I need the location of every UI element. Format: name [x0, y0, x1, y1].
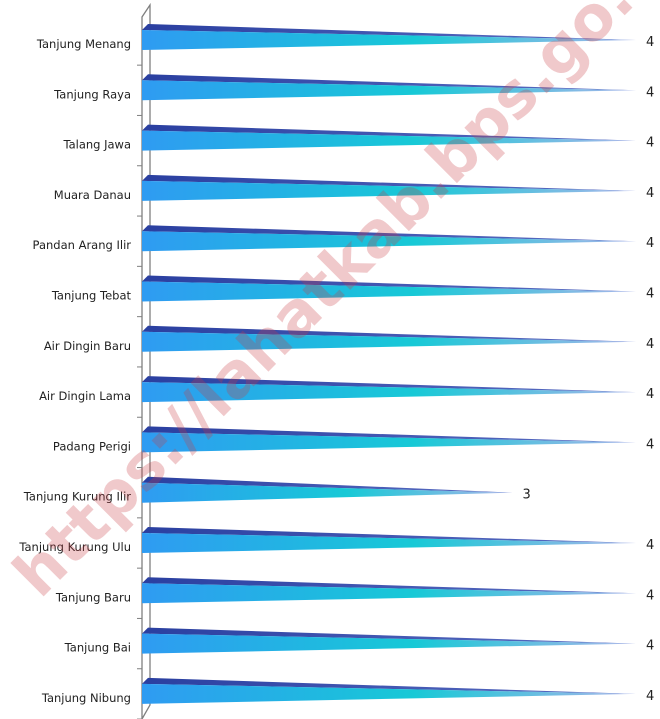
- bars: [142, 24, 636, 704]
- bar-top-face: [142, 325, 636, 342]
- data-label: 4: [646, 337, 654, 352]
- bar-top-face: [142, 376, 636, 393]
- category-label: Air Dingin Lama: [39, 389, 131, 403]
- data-label: 4: [646, 437, 654, 452]
- bar-top-face: [142, 426, 636, 443]
- category-label: Tanjung Raya: [53, 87, 131, 101]
- data-label: 4: [646, 639, 654, 654]
- bar-top-face: [142, 124, 636, 141]
- bar-top-face: [142, 627, 636, 644]
- data-label: 4: [646, 538, 654, 553]
- bar: [142, 382, 636, 403]
- bar: [142, 432, 636, 453]
- category-label: Talang Jawa: [62, 138, 131, 152]
- bar: [142, 30, 636, 50]
- data-label: 4: [646, 236, 654, 251]
- bar: [142, 80, 636, 101]
- bar-top-face: [142, 174, 636, 191]
- category-label: Padang Perigi: [53, 439, 131, 453]
- category-label: Air Dingin Baru: [44, 339, 131, 353]
- category-label: Tanjung Kurung Ilir: [23, 490, 131, 504]
- category-label: Pandan Arang Ilir: [33, 238, 132, 252]
- category-label: Tanjung Baru: [55, 590, 131, 604]
- data-label: 4: [646, 85, 654, 100]
- value-labels: 4 4 4 4 4 4 4 4 4 3 4 4 4 4: [523, 35, 655, 704]
- category-label: Tanjung Menang: [36, 37, 131, 51]
- bar-top-face: [142, 74, 636, 91]
- bar-top-face: [142, 275, 636, 292]
- y-axis: [137, 2, 151, 719]
- category-label: Tanjung Tebat: [51, 289, 132, 303]
- bar: [142, 533, 636, 553]
- bar-top-face: [142, 225, 636, 242]
- data-label: 4: [646, 287, 654, 302]
- data-label: 4: [646, 588, 654, 603]
- bar: [142, 633, 636, 654]
- category-label: Tanjung Nibung: [41, 691, 131, 705]
- bar-top-face: [142, 577, 636, 594]
- data-label: 4: [646, 35, 654, 50]
- bar: [142, 130, 636, 151]
- bar: [142, 180, 636, 201]
- bar: [142, 281, 636, 302]
- data-label: 4: [646, 136, 654, 151]
- bar: [142, 683, 636, 704]
- bar: [142, 482, 513, 503]
- data-label: 4: [646, 689, 654, 704]
- bar: [142, 331, 636, 352]
- category-label: Tanjung Bai: [64, 641, 131, 655]
- bar: [142, 583, 636, 604]
- bar-top-face: [142, 24, 636, 40]
- data-label: 3: [523, 488, 531, 503]
- category-label: Tanjung Kurung Ulu: [18, 540, 131, 554]
- category-label: Muara Danau: [54, 188, 131, 202]
- bar-top-face: [142, 527, 636, 543]
- data-label: 4: [646, 186, 654, 201]
- data-label: 4: [646, 387, 654, 402]
- axis-line: [141, 2, 151, 719]
- bar-top-face: [142, 476, 513, 493]
- bar: [142, 231, 636, 252]
- bar-top-face: [142, 677, 636, 694]
- category-labels: Tanjung Menang Tanjung Raya Talang Jawa Mua…: [18, 37, 131, 705]
